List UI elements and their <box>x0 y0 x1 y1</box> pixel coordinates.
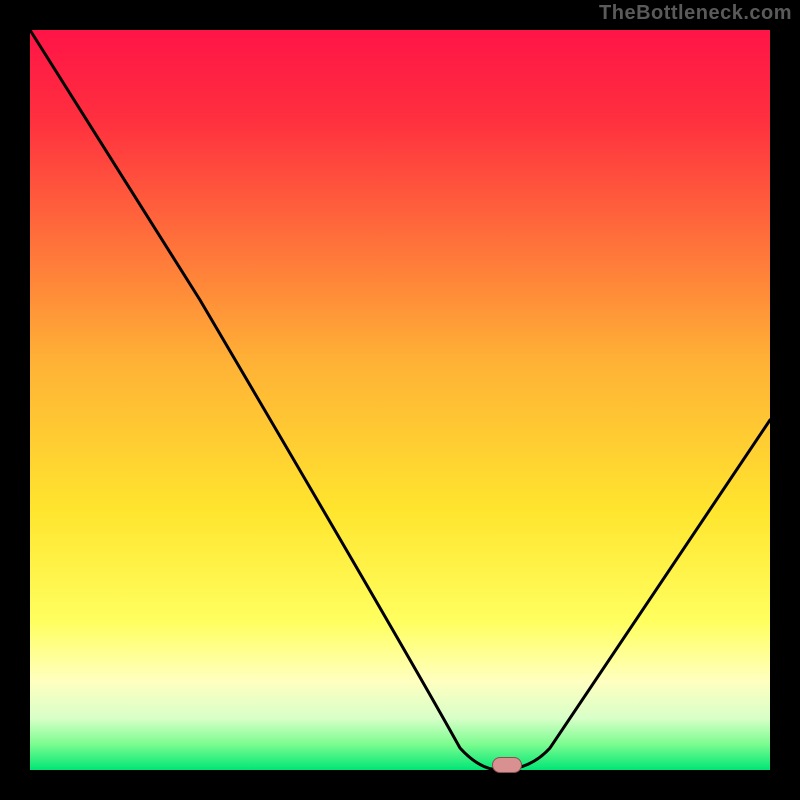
chart-container: TheBottleneck.com <box>0 0 800 800</box>
bottleneck-curve <box>0 0 800 800</box>
optimal-marker <box>492 757 522 773</box>
curve-path <box>30 30 770 770</box>
